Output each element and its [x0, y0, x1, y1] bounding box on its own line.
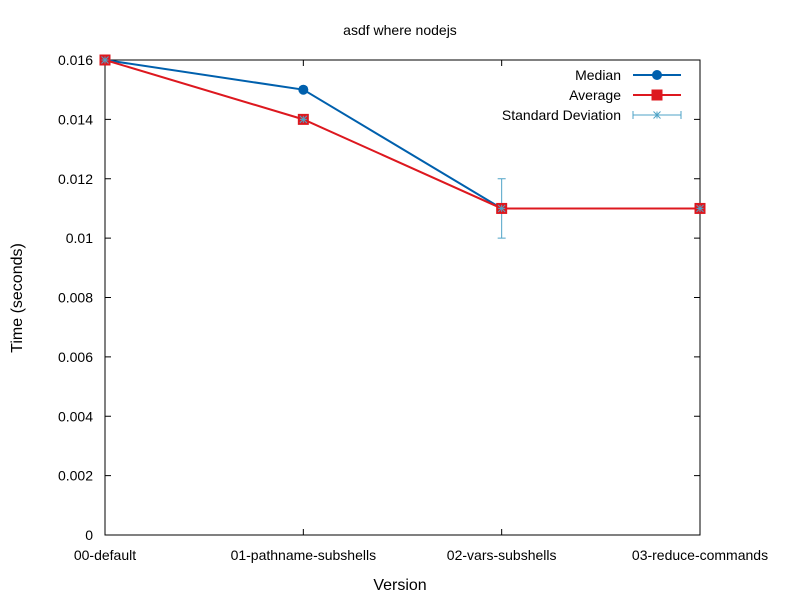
y-tick-label: 0.014 [58, 111, 93, 127]
series-lines [104, 59, 700, 210]
series-line [104, 59, 700, 210]
y-tick-label: 0.002 [58, 468, 93, 484]
marker-asterisk [497, 204, 506, 213]
marker-asterisk [653, 111, 661, 119]
x-tick-label: 02-vars-subshells [447, 547, 557, 563]
marker-asterisk [299, 115, 308, 124]
y-tick-label: 0.008 [58, 290, 93, 306]
y-tick-label: 0 [85, 527, 93, 543]
chart-title: asdf where nodejs [343, 22, 457, 38]
x-axis: 00-default 01-pathname-subshells 02-vars-s… [74, 60, 768, 563]
legend-label: Average [569, 87, 621, 103]
y-tick-label: 0.016 [58, 52, 93, 68]
marker-circle [652, 70, 662, 80]
x-tick-label: 00-default [74, 547, 136, 563]
marker-asterisk [101, 56, 109, 64]
legend: Median Average Standard Deviation [502, 67, 682, 123]
x-tick-label: 03-reduce-commands [632, 547, 768, 563]
marker-circle [298, 84, 309, 95]
legend-label: Standard Deviation [502, 107, 621, 123]
y-axis: 0 0.002 0.004 0.006 0.008 0.01 0.012 0.014 0.016 [58, 52, 700, 543]
y-tick-label: 0.012 [58, 171, 93, 187]
series-markers [99, 54, 706, 214]
y-tick-label: 0.01 [66, 230, 93, 246]
x-axis-label: Version [373, 577, 426, 594]
y-tick-label: 0.004 [58, 408, 93, 424]
plot-frame [104, 59, 701, 536]
y-axis-label: Time (seconds) [9, 243, 26, 353]
marker-square [651, 89, 663, 101]
legend-label: Median [575, 67, 621, 83]
x-tick-label: 01-pathname-subshells [231, 547, 377, 563]
y-tick-label: 0.006 [58, 349, 93, 365]
marker-asterisk [696, 204, 704, 213]
